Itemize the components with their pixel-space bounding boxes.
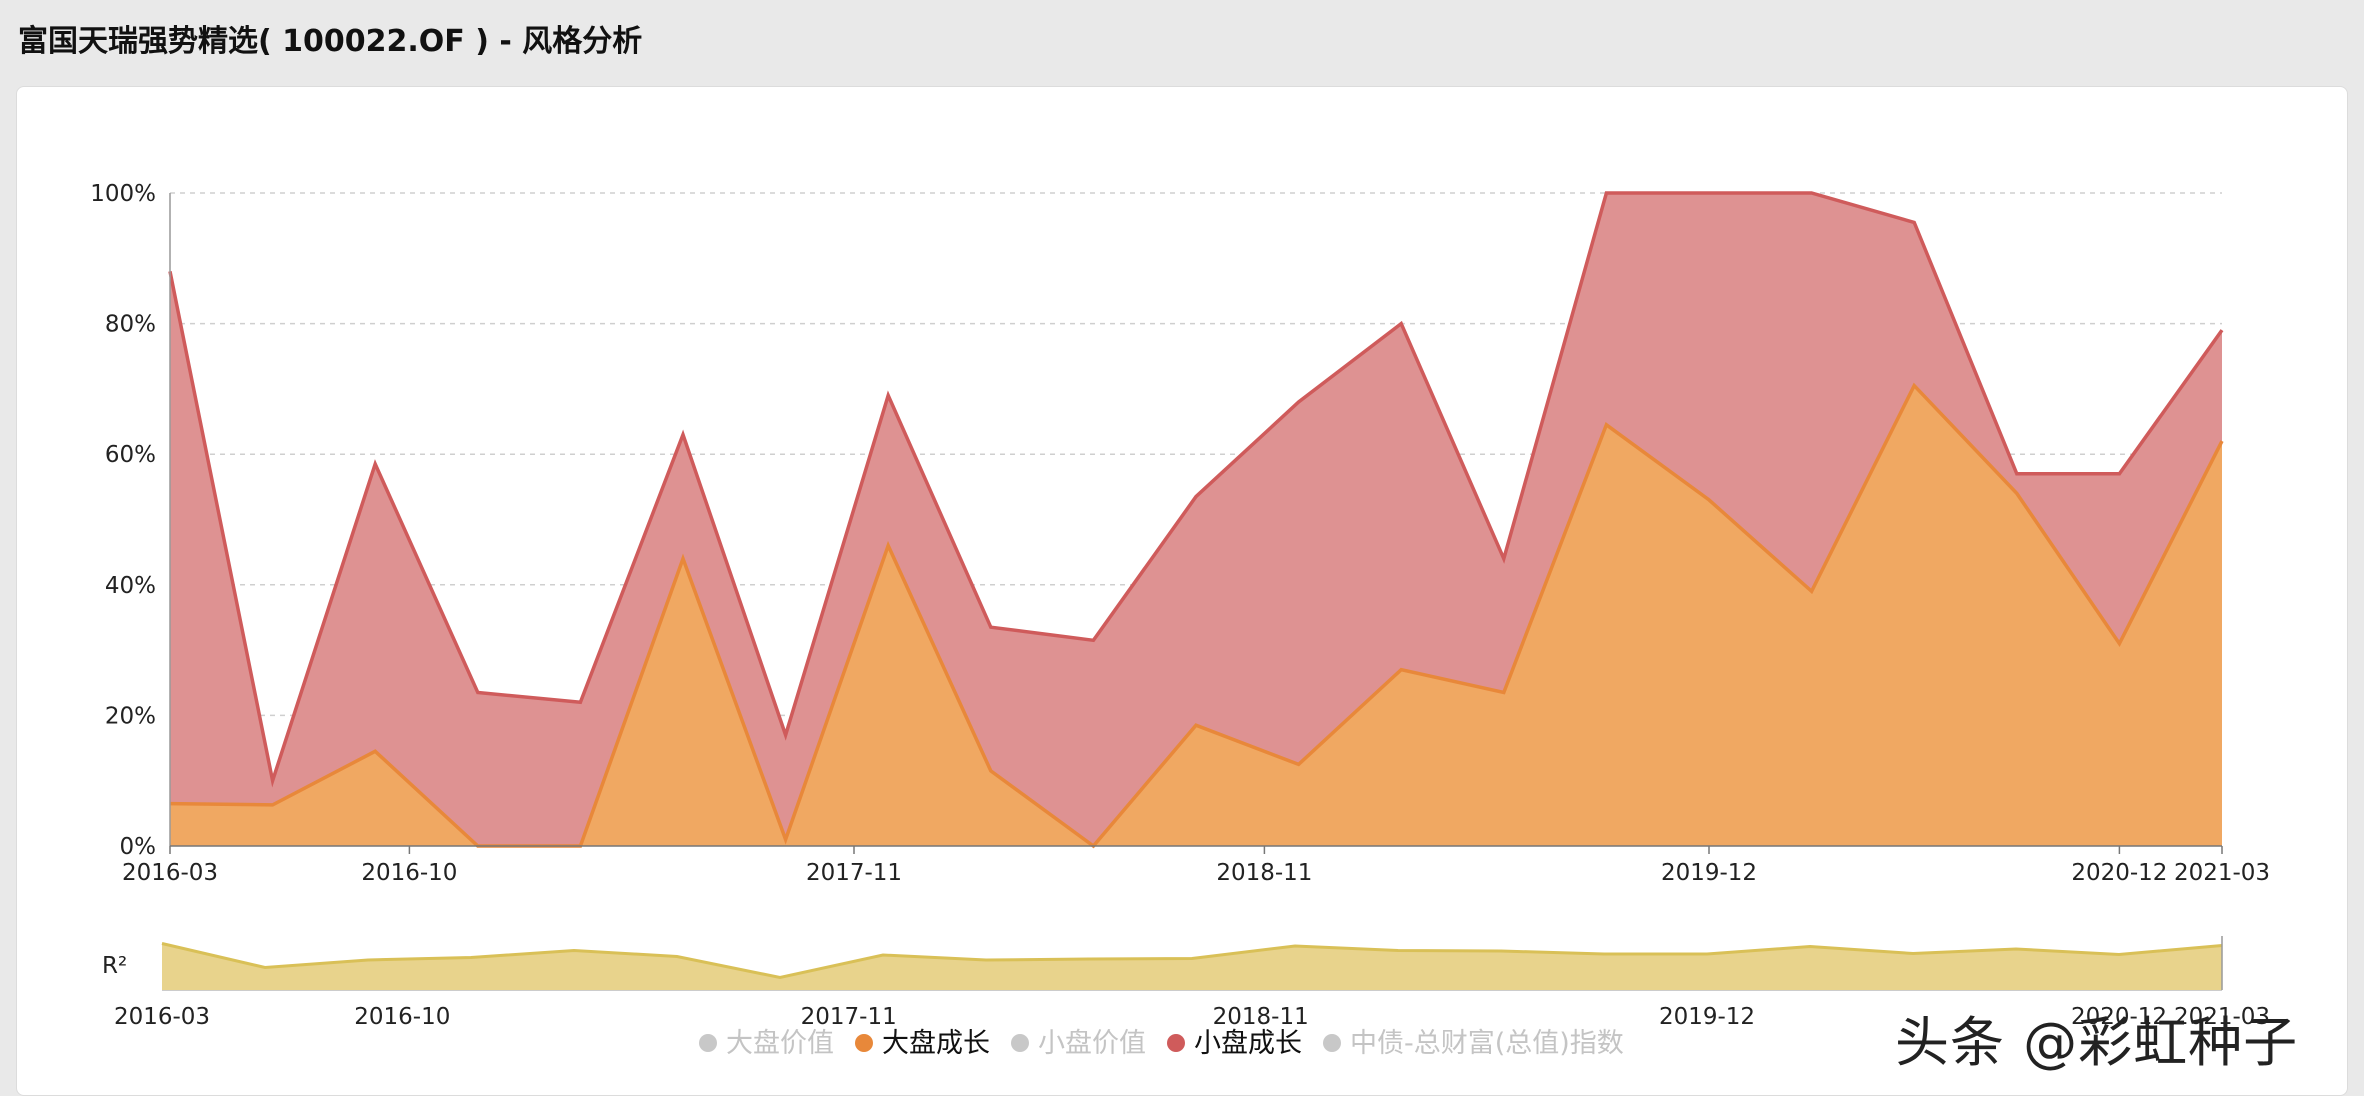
legend-marker[interactable]: [1167, 1034, 1185, 1052]
y-tick-label: 80%: [105, 312, 156, 338]
legend-marker[interactable]: [1323, 1034, 1341, 1052]
r2-area: [162, 943, 2222, 990]
line-small-growth: [168, 191, 2224, 788]
r2-x-tick-label: 2018-11: [1213, 1004, 1309, 1030]
x-tick-label: 2016-10: [361, 860, 457, 886]
r2-x-tick-label: 2016-10: [354, 1004, 450, 1030]
page-title: 富国天瑞强势精选( 100022.OF ) - 风格分析: [18, 24, 643, 59]
y-tick-label: 0%: [120, 834, 157, 860]
legend-item-3[interactable]: 小盘价值: [1038, 1028, 1146, 1059]
x-tick-label: 2017-11: [806, 860, 902, 886]
watermark: 头条 @彩虹种子: [1895, 1011, 2299, 1074]
legend-item-2[interactable]: 大盘成长: [882, 1028, 990, 1059]
legend-marker[interactable]: [699, 1034, 717, 1052]
legend-marker[interactable]: [1011, 1034, 1029, 1052]
r2-x-tick-label: 2021-03: [2174, 1004, 2270, 1030]
legend-marker[interactable]: [855, 1034, 873, 1052]
r2-x-tick-label: 2017-11: [801, 1004, 897, 1030]
r2-x-tick-label: 2019-12: [1659, 1004, 1755, 1030]
x-tick-label: 2020-12: [2071, 860, 2167, 886]
y-tick-label: 20%: [105, 703, 156, 729]
r2-x-tick-label: 2016-03: [114, 1004, 210, 1030]
x-tick-label: 2019-12: [1661, 860, 1757, 886]
r2-line: [161, 942, 2223, 980]
x-tick-label: 2021-03: [2174, 860, 2270, 886]
y-tick-label: 40%: [105, 573, 156, 599]
r2-label: R²: [102, 953, 127, 979]
y-tick-label: 60%: [105, 442, 156, 468]
legend-item-5[interactable]: 中债-总财富(总值)指数: [1350, 1028, 1624, 1059]
area-small-growth: [170, 193, 2222, 846]
r2-x-tick-label: 2020-12: [2071, 1004, 2167, 1030]
x-tick-label: 2016-03: [122, 860, 218, 886]
x-tick-label: 2018-11: [1216, 860, 1312, 886]
y-tick-label: 100%: [90, 181, 156, 207]
legend-item-1[interactable]: 大盘价值: [726, 1028, 834, 1059]
legend-item-4[interactable]: 小盘成长: [1194, 1028, 1302, 1059]
